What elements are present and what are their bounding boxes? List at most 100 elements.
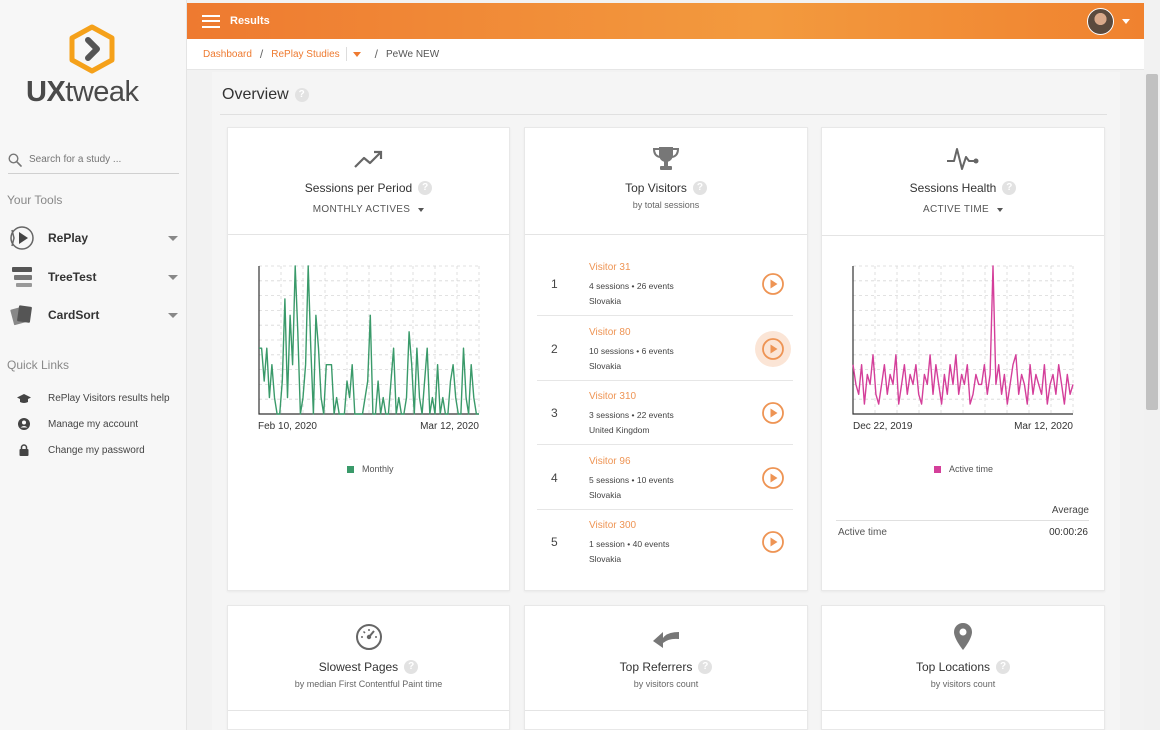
visitor-rank: 4 [551, 471, 558, 485]
divider [345, 47, 347, 61]
chevron-down-icon[interactable] [352, 51, 361, 57]
chart-legend[interactable]: Active time [934, 464, 993, 474]
card-title: Top Referrers? [525, 660, 807, 674]
help-icon[interactable]: ? [692, 181, 707, 195]
play-icon [762, 467, 784, 489]
visitor-location: Slovakia [589, 296, 622, 306]
card-header [228, 606, 509, 711]
legend-swatch [347, 465, 354, 473]
slowest-pages-card: Slowest Pages? by median First Contentfu… [227, 605, 510, 730]
card-title: Top Visitors? [525, 181, 807, 195]
average-column-header: Average [1051, 505, 1089, 516]
help-icon[interactable]: ? [418, 181, 433, 195]
uxtweak-logo[interactable]: UXtweak [24, 24, 164, 114]
chevron-down-icon[interactable] [168, 235, 178, 241]
visitor-stats: 4 sessions • 26 events [589, 281, 674, 291]
card-title-text: Top Locations [915, 660, 991, 674]
chevron-down-icon[interactable] [168, 312, 178, 318]
visitor-location: Slovakia [589, 490, 622, 500]
help-icon[interactable]: ? [698, 660, 713, 674]
list-item: 1 Visitor 31 4 sessions • 26 events Slov… [537, 252, 793, 316]
card-title: Sessions Health? [822, 181, 1104, 195]
card-title-text: Sessions per Period [304, 181, 413, 195]
sidebar-tool-replay[interactable]: RePlay [8, 224, 180, 252]
lock-icon [16, 444, 32, 456]
avatar[interactable] [1087, 8, 1114, 35]
tool-label: CardSort [48, 308, 100, 322]
overview-heading: Overview ? [222, 86, 309, 104]
study-search[interactable] [8, 146, 179, 174]
top-visitors-card: Top Visitors? by total sessions 1 Visito… [524, 127, 808, 591]
average-row-value: 00:00:26 [1049, 527, 1088, 538]
play-icon [762, 273, 784, 295]
visitor-name-link[interactable]: Visitor 96 [589, 456, 631, 467]
series-line [259, 265, 479, 415]
card-title-text: Slowest Pages [318, 660, 399, 674]
average-row-label: Active time [838, 527, 887, 538]
divider [836, 520, 1089, 521]
visitor-name-link[interactable]: Visitor 300 [589, 520, 637, 531]
list-item: 5 Visitor 300 1 session • 40 events Slov… [537, 510, 793, 574]
visitor-location: Slovakia [589, 554, 622, 564]
chevron-down-icon [996, 207, 1003, 212]
help-icon[interactable]: ? [1002, 181, 1017, 195]
logo-hexagon-icon [69, 24, 115, 74]
chart-axes [852, 266, 1073, 415]
chevron-down-icon [418, 207, 425, 212]
play-icon [762, 338, 784, 360]
hamburger-menu-icon[interactable] [202, 14, 220, 28]
visitor-stats: 10 sessions • 6 events [589, 346, 674, 356]
play-button[interactable] [761, 401, 785, 425]
breadcrumb-separator: / [374, 47, 378, 61]
help-icon[interactable]: ? [404, 660, 419, 674]
visitor-name-link[interactable]: Visitor 310 [589, 391, 637, 402]
breadcrumb-replay-studies[interactable]: RePlay Studies [271, 48, 340, 60]
visitor-stats: 5 sessions • 10 events [589, 475, 674, 485]
card-title: Top Locations? [822, 660, 1104, 674]
play-button[interactable] [761, 466, 785, 490]
play-button[interactable] [755, 331, 791, 367]
quick-link-manage-account[interactable]: Manage my account [16, 415, 138, 433]
visitor-location: United Kingdom [589, 425, 650, 435]
top-locations-card: Top Locations? by visitors count [821, 605, 1105, 730]
visitor-name-link[interactable]: Visitor 80 [589, 327, 631, 338]
chevron-down-icon[interactable] [168, 274, 178, 280]
card-subtitle: by visitors count [633, 679, 699, 689]
help-icon[interactable]: ? [996, 660, 1011, 674]
x-axis-start-label: Dec 22, 2019 [853, 421, 913, 432]
visitor-rank: 5 [551, 535, 558, 549]
visitor-name-link[interactable]: Visitor 31 [589, 262, 631, 273]
help-icon[interactable]: ? [294, 88, 309, 102]
chart-legend[interactable]: Monthly [347, 464, 394, 474]
visitor-rank: 1 [551, 277, 558, 291]
card-title: Sessions per Period? [228, 181, 509, 195]
visitor-location: Slovakia [589, 361, 622, 371]
top-referrers-card: Top Referrers? by visitors count [524, 605, 808, 730]
speedometer-icon [355, 624, 382, 650]
sidebar-tool-treetest[interactable]: TreeTest [8, 263, 180, 291]
card-header [525, 606, 807, 711]
quick-link-label: Change my password [48, 444, 145, 456]
tool-label: RePlay [48, 231, 89, 245]
sidebar-tool-cardsort[interactable]: CardSort [8, 301, 180, 329]
play-button[interactable] [761, 530, 785, 554]
quick-link-replay-help[interactable]: RePlay Visitors results help [16, 389, 170, 407]
sessions-health-card: Sessions Health? ACTIVE TIME Dec 22, 201… [821, 127, 1105, 591]
breadcrumb-current-study: PeWe NEW [385, 48, 440, 60]
search-input[interactable] [29, 154, 169, 165]
quick-links-heading: Quick Links [7, 358, 70, 372]
chart-grid [852, 265, 1074, 415]
scrollbar-thumb[interactable] [1146, 74, 1158, 410]
play-button[interactable] [761, 272, 785, 296]
trending-up-icon [353, 150, 382, 168]
x-axis-end-label: Mar 12, 2020 [1014, 421, 1073, 432]
breadcrumb-dashboard[interactable]: Dashboard [203, 48, 252, 60]
sessions-per-period-card: Sessions per Period? MONTHLY ACTIVES Feb… [227, 127, 510, 591]
quick-link-change-password[interactable]: Change my password [16, 441, 145, 459]
monthly-actives-dropdown[interactable]: MONTHLY ACTIVES [228, 204, 509, 215]
card-subtitle: by median First Contentful Paint time [294, 679, 443, 689]
chevron-down-icon[interactable] [1122, 19, 1130, 24]
active-time-dropdown[interactable]: ACTIVE TIME [822, 204, 1104, 215]
card-subtitle: by visitors count [930, 679, 996, 689]
card-title-text: Top Visitors [625, 181, 687, 195]
